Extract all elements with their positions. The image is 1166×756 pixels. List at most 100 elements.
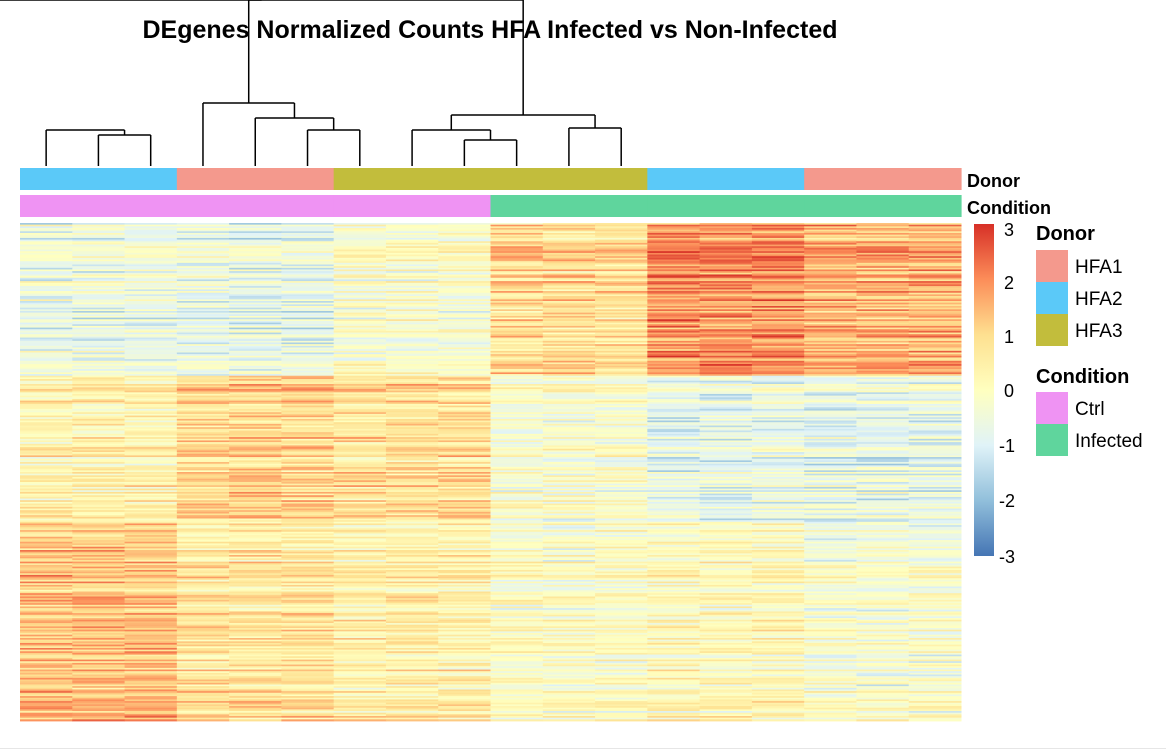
- heatmap-cell: [281, 357, 335, 360]
- heatmap-cell: [751, 571, 805, 574]
- heatmap-cell: [72, 430, 126, 433]
- heatmap-cell: [385, 384, 439, 387]
- heatmap-cell: [229, 633, 282, 636]
- heatmap-cell: [176, 606, 230, 609]
- heatmap-cell: [20, 649, 73, 652]
- heatmap-cell: [804, 262, 857, 265]
- heatmap-cell: [72, 508, 126, 511]
- heatmap-cell: [438, 370, 491, 373]
- heatmap-cells: [20, 223, 962, 722]
- heatmap-cell: [751, 252, 805, 255]
- heatmap-cell: [20, 559, 73, 563]
- heatmap-cell: [72, 530, 126, 533]
- heatmap-cell: [124, 284, 178, 287]
- heatmap-cell: [908, 324, 962, 327]
- heatmap-cell: [647, 598, 701, 601]
- heatmap-cell: [490, 350, 544, 353]
- heatmap-cell: [72, 500, 126, 503]
- heatmap-cell: [751, 375, 805, 378]
- heatmap-cell: [699, 445, 753, 448]
- heatmap-cell: [699, 259, 753, 262]
- heatmap-cell: [804, 656, 857, 659]
- heatmap-cell: [490, 543, 544, 546]
- heatmap-cell: [647, 430, 701, 433]
- heatmap-cell: [124, 493, 178, 496]
- heatmap-cell: [124, 581, 178, 584]
- heatmap-cell: [490, 626, 544, 629]
- heatmap-cell: [699, 540, 753, 543]
- heatmap-cell: [856, 239, 910, 242]
- heatmap-cell: [595, 420, 648, 423]
- heatmap-cell: [542, 638, 596, 641]
- heatmap-cell: [595, 588, 648, 591]
- heatmap-cell: [281, 374, 335, 377]
- heatmap-cell: [229, 501, 282, 504]
- heatmap-cell: [176, 252, 230, 255]
- heatmap-cell: [72, 384, 126, 387]
- heatmap-cell: [385, 618, 439, 621]
- heatmap-cell: [438, 485, 491, 488]
- heatmap-cell: [72, 269, 126, 272]
- heatmap-cell: [124, 412, 178, 415]
- heatmap-cell: [124, 402, 178, 405]
- heatmap-cell: [490, 226, 544, 229]
- heatmap-cell: [542, 392, 596, 395]
- heatmap-cell: [647, 583, 701, 586]
- heatmap-cell: [595, 334, 648, 337]
- heatmap-cell: [490, 555, 544, 558]
- heatmap-cell: [751, 593, 805, 596]
- heatmap-cell: [229, 523, 282, 526]
- heatmap-cell: [856, 571, 910, 574]
- heatmap-cell: [438, 395, 491, 398]
- heatmap-cell: [856, 259, 910, 262]
- heatmap-cell: [124, 510, 178, 513]
- heatmap-cell: [333, 659, 387, 662]
- heatmap-cell: [72, 417, 126, 420]
- heatmap-cell: [385, 420, 439, 423]
- heatmap-cell: [176, 379, 230, 382]
- heatmap-cell: [72, 639, 126, 642]
- heatmap-cell: [176, 498, 230, 501]
- heatmap-cell: [438, 387, 491, 390]
- heatmap-cell: [751, 503, 805, 506]
- heatmap-cell: [281, 317, 335, 320]
- heatmap-cell: [72, 574, 126, 577]
- heatmap-cell: [908, 483, 962, 486]
- heatmap-cell: [751, 271, 805, 274]
- heatmap-cell: [229, 447, 282, 450]
- heatmap-cell: [595, 656, 648, 659]
- heatmap-cell: [647, 488, 701, 491]
- heatmap-cell: [20, 232, 73, 236]
- heatmap-cell: [804, 415, 857, 418]
- heatmap-cell: [20, 297, 73, 300]
- heatmap-cell: [281, 322, 335, 325]
- heatmap-cell: [804, 223, 857, 226]
- heatmap-cell: [699, 223, 753, 226]
- heatmap-cell: [699, 423, 753, 426]
- heatmap-cell: [385, 247, 439, 250]
- heatmap-cell: [229, 427, 282, 430]
- heatmap-cell: [20, 286, 73, 289]
- heatmap-cell: [20, 287, 73, 290]
- heatmap-cell: [751, 603, 805, 606]
- heatmap-cell: [124, 500, 178, 503]
- heatmap-cell: [20, 573, 73, 576]
- heatmap-cell: [72, 496, 126, 499]
- heatmap-cell: [699, 652, 753, 655]
- heatmap-cell: [124, 571, 178, 574]
- heatmap-cell: [908, 247, 962, 250]
- heatmap-cell: [20, 435, 73, 438]
- heatmap-cell: [490, 480, 544, 483]
- heatmap-cell: [124, 596, 178, 599]
- heatmap-cell: [281, 588, 335, 591]
- heatmap-cell: [542, 593, 596, 596]
- heatmap-cell: [647, 584, 701, 587]
- heatmap-cell: [438, 503, 491, 506]
- heatmap-cell: [490, 662, 544, 665]
- heatmap-cell: [542, 314, 596, 317]
- heatmap-cell: [333, 274, 387, 277]
- heatmap-cell: [333, 540, 387, 543]
- heatmap-cell: [20, 272, 73, 275]
- heatmap-cell: [856, 254, 910, 257]
- heatmap-cell: [281, 259, 335, 262]
